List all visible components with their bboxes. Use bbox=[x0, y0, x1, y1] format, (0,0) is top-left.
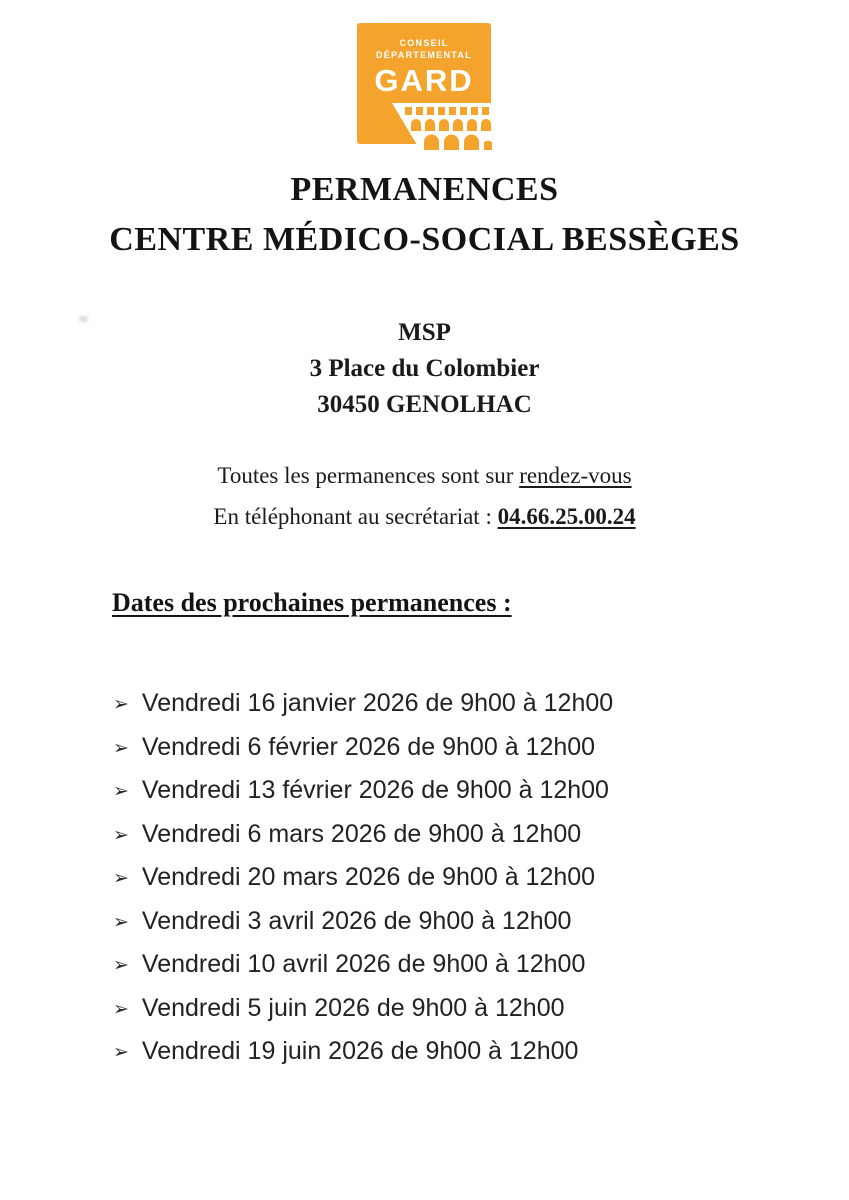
date-text: Vendredi 16 janvier 2026 de 9h00 à 12h00 bbox=[141, 689, 614, 717]
arrow-bullet-icon: ➢ bbox=[113, 867, 129, 889]
logo-org-line1: CONSEIL bbox=[399, 38, 449, 48]
arrow-bullet-icon: ➢ bbox=[113, 780, 129, 802]
address-street: 3 Place du Colombier bbox=[309, 355, 540, 382]
list-item: ➢ Vendredi 16 janvier 2026 de 9h00 à 12h0… bbox=[113, 682, 809, 726]
gard-logo: CONSEIL DÉPARTEMENTAL GARD bbox=[357, 23, 492, 150]
page-title: PERMANENCES CENTRE MÉDICO-SOCIAL BESSÈGE… bbox=[0, 165, 849, 265]
dates-list: ➢ Vendredi 16 janvier 2026 de 9h00 à 12h0… bbox=[113, 682, 809, 1074]
appointment-line2: En téléphonant au secrétariat : 04.66.25… bbox=[0, 496, 849, 537]
page-title-line1: PERMANENCES bbox=[290, 171, 559, 208]
appointment-info: Toutes les permanences sont sur rendez-v… bbox=[0, 455, 849, 537]
date-text: Vendredi 20 mars 2026 de 9h00 à 12h00 bbox=[141, 863, 596, 891]
list-item: ➢ Vendredi 19 juin 2026 de 9h00 à 12h00 bbox=[113, 1030, 809, 1074]
address-city: 30450 GENOLHAC bbox=[317, 391, 532, 418]
phone-number: 04.66.25.00.24 bbox=[497, 504, 636, 529]
list-item: ➢ Vendredi 6 mars 2026 de 9h00 à 12h00 bbox=[113, 813, 809, 857]
arrow-bullet-icon: ➢ bbox=[113, 997, 129, 1020]
date-text: Vendredi 5 juin 2026 de 9h00 à 12h00 bbox=[141, 993, 565, 1022]
page-title-line2: CENTRE MÉDICO-SOCIAL BESSÈGES bbox=[109, 221, 740, 258]
address-block: MSP 3 Place du Colombier 30450 GENOLHAC bbox=[0, 315, 849, 423]
list-item: ➢ Vendredi 5 juin 2026 de 9h00 à 12h00 bbox=[113, 987, 809, 1031]
list-item: ➢ Vendredi 10 avril 2026 de 9h00 à 12h00 bbox=[113, 943, 809, 987]
appointment-line1: Toutes les permanences sont sur rendez-v… bbox=[0, 455, 849, 496]
list-item: ➢ Vendredi 6 février 2026 de 9h00 à 12h00 bbox=[113, 726, 809, 770]
logo-gard-wordmark: GARD bbox=[374, 63, 474, 98]
logo-org-line2: DÉPARTEMENTAL bbox=[375, 49, 473, 60]
date-text: Vendredi 3 avril 2026 de 9h00 à 12h00 bbox=[141, 906, 572, 935]
date-text: Vendredi 6 mars 2026 de 9h00 à 12h00 bbox=[141, 819, 582, 848]
date-text: Vendredi 13 février 2026 de 9h00 à 12h00 bbox=[141, 776, 609, 804]
arrow-bullet-icon: ➢ bbox=[113, 910, 129, 933]
arrow-bullet-icon: ➢ bbox=[113, 693, 129, 715]
date-text: Vendredi 19 juin 2026 de 9h00 à 12h00 bbox=[141, 1037, 579, 1065]
arrow-bullet-icon: ➢ bbox=[113, 954, 129, 976]
scan-artifact bbox=[79, 316, 88, 322]
dates-heading: Dates des prochaines permanences : bbox=[112, 588, 512, 617]
rendez-vous-underlined: rendez-vous bbox=[519, 463, 632, 488]
date-text: Vendredi 10 avril 2026 de 9h00 à 12h00 bbox=[141, 950, 586, 978]
list-item: ➢ Vendredi 13 février 2026 de 9h00 à 12h0… bbox=[113, 769, 809, 813]
appointment-line1-text: Toutes les permanences sont sur bbox=[217, 463, 514, 488]
date-text: Vendredi 6 février 2026 de 9h00 à 12h00 bbox=[141, 732, 596, 761]
list-item: ➢ Vendredi 20 mars 2026 de 9h00 à 12h00 bbox=[113, 856, 809, 900]
arrow-bullet-icon: ➢ bbox=[113, 823, 129, 846]
logo-org-text: CONSEIL DÉPARTEMENTAL bbox=[357, 23, 491, 61]
list-item: ➢ Vendredi 3 avril 2026 de 9h00 à 12h00 bbox=[113, 900, 809, 944]
arrow-bullet-icon: ➢ bbox=[113, 736, 129, 759]
address-name: MSP bbox=[398, 319, 451, 346]
pont-du-gard-aqueduct-icon bbox=[392, 103, 492, 150]
arrow-bullet-icon: ➢ bbox=[113, 1041, 129, 1063]
appointment-line2-text: En téléphonant au secrétariat : bbox=[213, 504, 492, 529]
